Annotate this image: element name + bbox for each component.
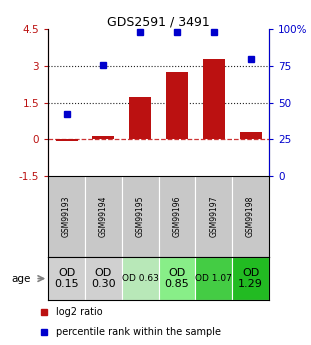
Bar — [56, 139, 78, 140]
Text: OD
0.85: OD 0.85 — [165, 268, 189, 289]
Text: GSM99194: GSM99194 — [99, 196, 108, 237]
Text: GSM99197: GSM99197 — [209, 196, 218, 237]
Text: age: age — [11, 274, 30, 284]
Text: GSM99196: GSM99196 — [173, 196, 182, 237]
Bar — [85, 257, 122, 300]
Bar — [232, 176, 269, 257]
Text: OD 1.07: OD 1.07 — [195, 274, 232, 283]
Bar — [239, 132, 262, 139]
Bar — [92, 136, 114, 139]
Bar — [203, 59, 225, 139]
Text: OD
0.15: OD 0.15 — [54, 268, 79, 289]
Text: GSM99195: GSM99195 — [136, 196, 145, 237]
Title: GDS2591 / 3491: GDS2591 / 3491 — [107, 15, 210, 28]
Text: OD
0.30: OD 0.30 — [91, 268, 116, 289]
Bar — [122, 257, 159, 300]
Bar — [48, 176, 85, 257]
Text: log2 ratio: log2 ratio — [56, 307, 103, 317]
Text: GSM99198: GSM99198 — [246, 196, 255, 237]
Text: percentile rank within the sample: percentile rank within the sample — [56, 327, 221, 337]
Bar — [195, 176, 232, 257]
Bar — [85, 176, 122, 257]
Bar — [122, 176, 159, 257]
Bar — [129, 97, 151, 139]
Text: GSM99193: GSM99193 — [62, 196, 71, 237]
Text: OD
1.29: OD 1.29 — [238, 268, 263, 289]
Bar — [166, 72, 188, 139]
Bar — [48, 257, 85, 300]
Bar — [232, 257, 269, 300]
Bar — [159, 257, 195, 300]
Bar — [159, 176, 195, 257]
Bar — [195, 257, 232, 300]
Text: OD 0.63: OD 0.63 — [122, 274, 159, 283]
